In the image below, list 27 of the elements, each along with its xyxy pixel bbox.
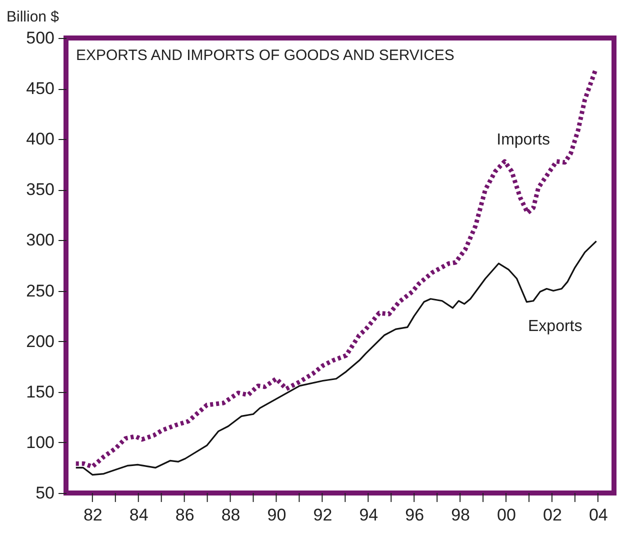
- x-tick-label: 82: [83, 506, 102, 524]
- series-label: Exports: [528, 318, 582, 335]
- text: EXPORTS AND IMPORTS OF GOODS AND SERVICES: [76, 47, 454, 64]
- y-tick-label: 250: [26, 281, 54, 300]
- x-tick-label: 02: [543, 506, 562, 524]
- y-tick-label: 150: [26, 382, 54, 402]
- x-tick-label: 90: [267, 506, 286, 524]
- y-tick-label: 400: [26, 130, 54, 149]
- y-tick-label: 450: [26, 79, 54, 98]
- y-tick-label: 350: [26, 180, 54, 200]
- series-label: Imports: [496, 131, 550, 148]
- y-tick-label: 500: [26, 28, 54, 48]
- x-tick-label: 00: [497, 506, 516, 524]
- y-tick-label: 200: [26, 332, 54, 351]
- line-series: [75, 240, 598, 476]
- x-tick-label: 04: [588, 506, 608, 524]
- x-tick-label: 88: [221, 506, 240, 524]
- x-tick-label: 96: [405, 506, 424, 524]
- x-tick-label: 92: [313, 506, 332, 524]
- y-axis-title: Billion $: [6, 8, 60, 26]
- x-tick-label: 94: [359, 506, 378, 524]
- y-tick-label: 100: [26, 432, 54, 452]
- x-tick-label: 98: [451, 506, 470, 524]
- y-tick-label: 300: [26, 230, 54, 250]
- x-tick-label: 84: [129, 506, 148, 524]
- x-tick-label: 86: [175, 506, 194, 524]
- y-tick-label: 50: [36, 484, 54, 502]
